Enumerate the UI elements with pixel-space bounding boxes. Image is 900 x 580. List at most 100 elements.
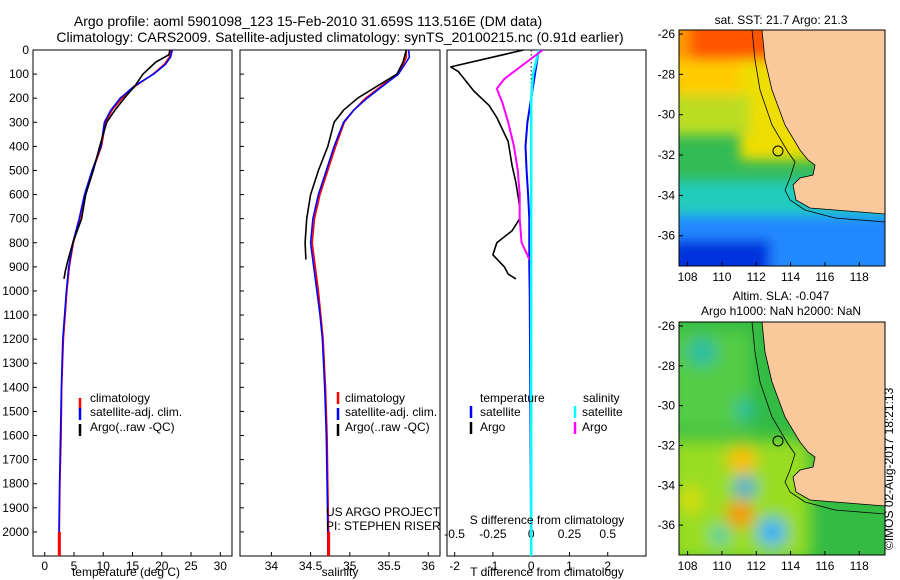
depth-tick-label: 500 bbox=[9, 163, 29, 177]
salinity-axis: 34 34.5 35 35.5 36 bbox=[240, 49, 451, 573]
depth-tick-label: 700 bbox=[9, 212, 29, 226]
sst-map-field bbox=[679, 30, 885, 266]
lat-tick-label: -26 bbox=[658, 27, 676, 41]
depth-tick-label: 1900 bbox=[2, 501, 29, 515]
t-diff-tick-label: 2 bbox=[604, 559, 611, 573]
sla-map-subtitle: Argo h1000: NaN h2000: NaN bbox=[701, 304, 861, 318]
lat-tick-label: -28 bbox=[658, 67, 676, 81]
figure-title-line1: Argo profile: aoml 5901098_123 15-Feb-20… bbox=[74, 13, 542, 29]
depth-tick-label: 2000 bbox=[2, 525, 29, 539]
salinity-plot-frame bbox=[239, 49, 441, 557]
lat-tick-label: -34 bbox=[658, 188, 676, 202]
depth-tick-label: 1200 bbox=[2, 332, 29, 346]
sst-argo-marker bbox=[772, 145, 784, 157]
legend-s-argo-label: Argo bbox=[582, 420, 608, 434]
t-diff-tick-label: 0 bbox=[528, 559, 535, 573]
lat-tick-label: -26 bbox=[658, 319, 676, 333]
difference-legend: temperature salinity satellite Argo sate… bbox=[469, 391, 623, 434]
depth-tick-label: 0 bbox=[22, 43, 29, 57]
depth-tick-label: 1700 bbox=[2, 453, 29, 467]
temperature-tick-label: 5 bbox=[71, 559, 78, 573]
lon-tick-label: 110 bbox=[712, 270, 731, 284]
s-diff-tick-label: 0.5 bbox=[599, 527, 616, 541]
sla-shelf-contour bbox=[751, 322, 885, 515]
temperature-axis: 0 5 10 15 20 25 30 bbox=[41, 552, 227, 573]
lat-tick-label: -32 bbox=[658, 148, 676, 162]
lat-tick-label: -28 bbox=[658, 359, 676, 373]
lon-tick-label: 118 bbox=[850, 559, 869, 573]
lon-tick-label: 112 bbox=[747, 270, 766, 284]
sla-map-field bbox=[679, 322, 885, 555]
sla-high-2 bbox=[727, 501, 753, 527]
sla-land-mass bbox=[761, 322, 885, 507]
legend-salinity-header: salinity bbox=[583, 391, 620, 405]
sst-map-title: sat. SST: 21.7 Argo: 21.3 bbox=[715, 13, 848, 27]
sst-land-mass bbox=[761, 30, 885, 215]
sst-map: sat. SST: 21.7 Argo: 21.3 108 110 112 114 11… bbox=[658, 13, 886, 284]
lon-tick-label: 110 bbox=[712, 559, 731, 573]
lon-tick-label: 116 bbox=[815, 270, 834, 284]
figure-title-line2: Climatology: CARS2009. Satellite-adjuste… bbox=[56, 29, 623, 45]
sla-low-3 bbox=[711, 526, 729, 544]
temperature-tick-label: 15 bbox=[126, 559, 140, 573]
t-diff-tick-label: -1 bbox=[488, 559, 499, 573]
lon-tick-label: 114 bbox=[781, 559, 800, 573]
legend-s-satellite-label: satellite bbox=[582, 405, 623, 419]
legend-climatology-label: climatology bbox=[90, 391, 150, 405]
temperature-tick-label: 0 bbox=[41, 559, 48, 573]
lat-tick-label: -30 bbox=[658, 399, 676, 413]
s-difference-axis-label: S difference from climatology bbox=[470, 513, 625, 527]
temperature-tick-label: 30 bbox=[214, 559, 228, 573]
sla-high-1 bbox=[728, 446, 756, 474]
sla-low-2 bbox=[758, 518, 786, 546]
depth-tick-label: 1400 bbox=[2, 380, 29, 394]
sla-map-axes: 108 110 112 114 116 118 -26 -28 -30 -32 -34 -36 bbox=[658, 319, 869, 573]
sla-argo-marker bbox=[772, 435, 784, 447]
lon-tick-label: 112 bbox=[747, 559, 766, 573]
sla-eddy-2 bbox=[735, 400, 755, 420]
project-credit: US ARGO PROJECT bbox=[326, 505, 441, 519]
s-diff-tick-label: -0.25 bbox=[479, 527, 507, 541]
legend-argo-label: Argo(..raw -QC) bbox=[90, 420, 175, 434]
s-diff-tick-label: -0.5 bbox=[444, 527, 465, 541]
sst-shelf-contour bbox=[751, 30, 885, 223]
depth-tick-label: 1300 bbox=[2, 356, 29, 370]
lat-tick-label: -36 bbox=[658, 518, 676, 532]
sla-eddy-1 bbox=[688, 338, 716, 366]
salinity-panel: 34 34.5 35 35.5 36 salinity climatology sate… bbox=[239, 49, 451, 579]
depth-tick-label: 800 bbox=[9, 236, 29, 250]
salinity-tick-label: 34.5 bbox=[299, 559, 323, 573]
salinity-tick-label: 34 bbox=[265, 559, 279, 573]
lat-tick-label: -34 bbox=[658, 478, 676, 492]
depth-tick-label: 1000 bbox=[2, 284, 29, 298]
depth-axis: 0 100 200 300 400 500 600 700 800 900 1000 1100 1200… bbox=[2, 43, 37, 539]
legend-climatology-label-2: climatology bbox=[345, 391, 405, 405]
depth-tick-label: 1100 bbox=[3, 308, 29, 322]
depth-tick-label: 900 bbox=[9, 260, 29, 274]
temperature-panel: 0100200300400500600700800900100011001200… bbox=[2, 43, 233, 579]
depth-tick-label: 300 bbox=[9, 115, 29, 129]
sla-map: Altim. SLA: -0.047 Argo h1000: NaN h2000… bbox=[658, 289, 886, 573]
sla-map-title: Altim. SLA: -0.047 bbox=[733, 289, 830, 303]
lon-tick-label: 118 bbox=[850, 270, 869, 284]
t-diff-tick-label: -2 bbox=[449, 559, 460, 573]
s-satellite-diff-line bbox=[529, 49, 541, 556]
depth-tick-label: 600 bbox=[9, 188, 29, 202]
depth-tick-label: 400 bbox=[9, 139, 29, 153]
temperature-tick-label: 25 bbox=[184, 559, 198, 573]
argo-salinity-line bbox=[304, 49, 408, 260]
depth-tick-label: 1800 bbox=[2, 477, 29, 491]
s-diff-tick-label: 0.25 bbox=[558, 527, 582, 541]
sla-low-1 bbox=[735, 477, 755, 497]
satellite-temperature-line bbox=[58, 49, 174, 556]
depth-tick-label: 1600 bbox=[2, 429, 29, 443]
temperature-tick-label: 10 bbox=[97, 559, 111, 573]
salinity-axis-label: salinity bbox=[322, 565, 359, 579]
legend-satellite-label-2: satellite-adj. clim. bbox=[345, 405, 437, 419]
legend-argo-label-2: Argo(..raw -QC) bbox=[345, 420, 430, 434]
salinity-tick-label: 35.5 bbox=[377, 559, 401, 573]
legend-satellite-label: satellite-adj. clim. bbox=[90, 405, 182, 419]
depth-tick-label: 1500 bbox=[2, 404, 29, 418]
